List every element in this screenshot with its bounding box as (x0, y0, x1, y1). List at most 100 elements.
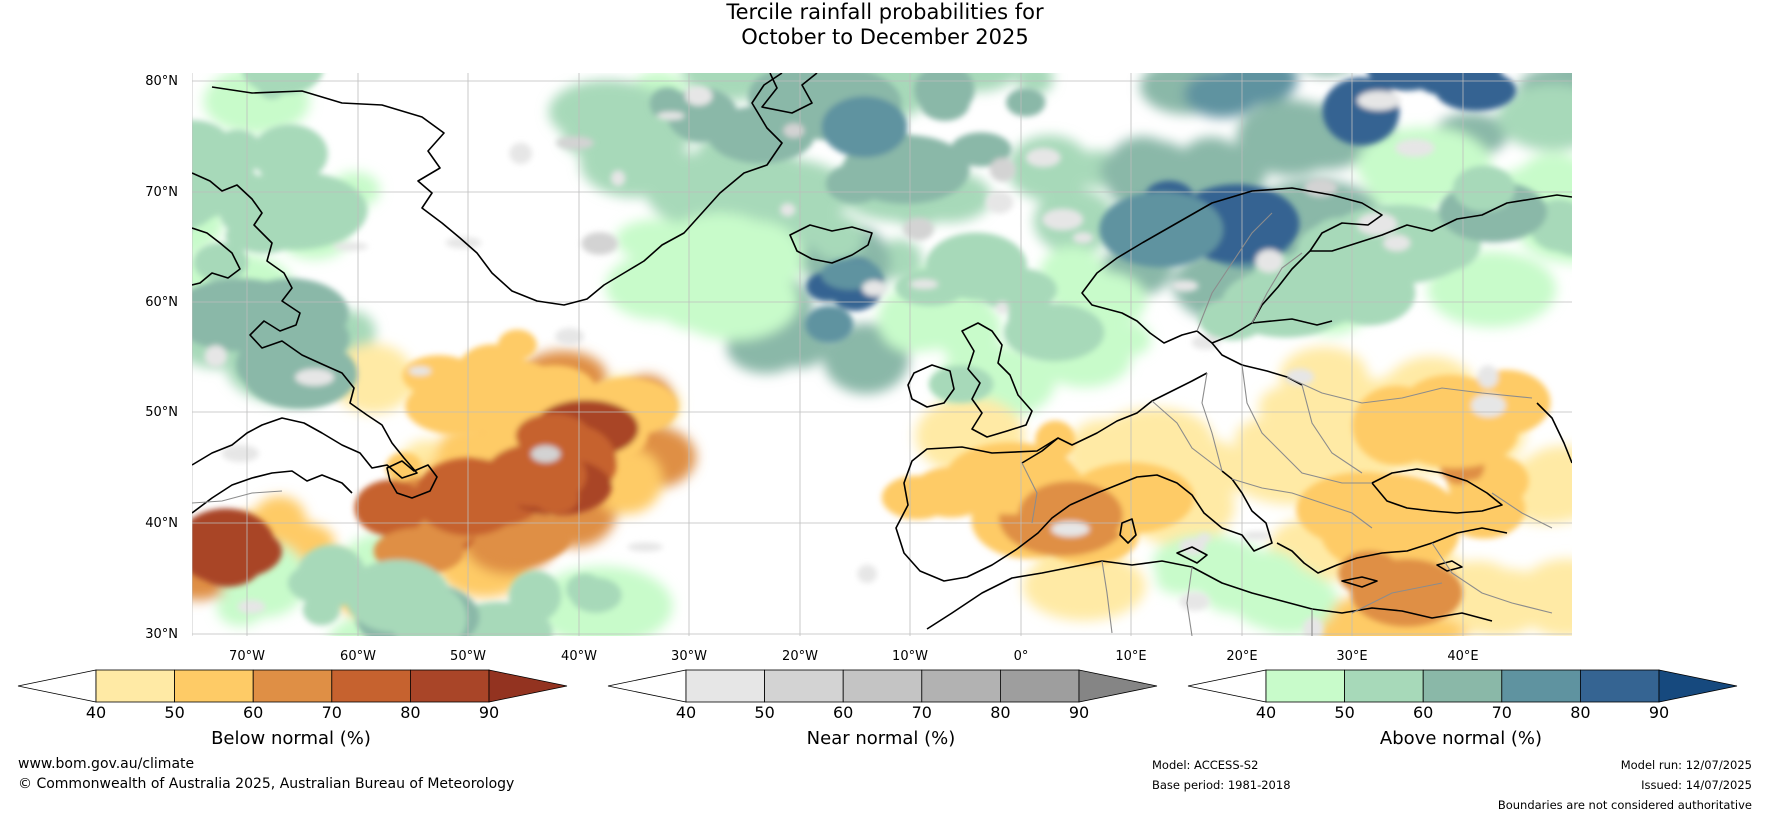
title-line-2: October to December 2025 (741, 25, 1029, 49)
lon-label: 30°E (1336, 649, 1368, 664)
shading-cell (218, 171, 368, 250)
shading-cell (950, 132, 1012, 167)
colorbar-tick-label: 50 (164, 703, 185, 722)
shading-cell (1355, 494, 1403, 535)
coast-finland-russia (1310, 194, 1572, 252)
coast-italy-sicily (1176, 546, 1208, 564)
colorbar-segment (842, 669, 923, 703)
near-normal-patch (295, 368, 335, 386)
near-normal-patch (610, 170, 626, 187)
colorbar-tick-label: 70 (911, 703, 932, 722)
graticule (192, 73, 1572, 636)
near-normal-patch (1395, 138, 1435, 157)
coast-greece-turkey (1276, 527, 1508, 574)
coast-nova-scotia (192, 470, 353, 514)
near-normal-patch (1302, 617, 1324, 636)
shading-cell (614, 219, 697, 261)
shading-cell (1267, 404, 1329, 452)
shading-cell (978, 268, 1057, 312)
shading-cell (805, 305, 854, 343)
colorbar-segment (921, 669, 1001, 703)
colorbar-tick-label: 90 (478, 703, 500, 722)
shading-cell (1310, 73, 1343, 76)
colorbar-tick-label: 80 (400, 703, 421, 722)
probability-shading-detail (192, 73, 1572, 636)
shading-cell (1018, 481, 1123, 549)
near-normal-patch (783, 123, 805, 138)
near-normal-patch (1191, 335, 1220, 350)
shading-cell (1006, 88, 1046, 117)
shading-cell (1228, 550, 1310, 629)
shading-cell (707, 105, 815, 164)
shading-cell (485, 443, 587, 507)
shading-cell (821, 258, 882, 290)
near-normal-patch (408, 366, 432, 376)
colorbar-extend-high (488, 669, 568, 703)
near-normal-patch (581, 232, 619, 255)
coast-mediterranean-north (1069, 470, 1273, 552)
shading-cell (1516, 559, 1572, 636)
lat-label: 30°N (145, 627, 178, 642)
lat-label: 40°N (145, 516, 178, 531)
coast-newfoundland (386, 460, 438, 499)
footer-copyright: © Commonwealth of Australia 2025, Austra… (18, 776, 515, 792)
footer-base-period: Base period: 1981-2018 (1152, 778, 1291, 792)
near-normal-patch (910, 279, 939, 289)
near-normal-patch (509, 142, 532, 165)
colorbar-extend-high (1078, 669, 1158, 703)
shading-cell (710, 158, 852, 229)
coast-black-sea (1371, 468, 1503, 514)
near-normal-patch (1242, 531, 1272, 540)
shading-cell (344, 559, 450, 633)
near-normal-patch (1383, 234, 1411, 252)
shading-cell (1155, 566, 1210, 595)
footer-model: Model: ACCESS-S2 (1152, 758, 1259, 772)
lon-label: 70°W (229, 649, 265, 664)
colorbar-title-above-normal: Above normal (%) (1379, 728, 1543, 749)
colorbar-below-normal (17, 668, 568, 704)
near-normal-patch (1041, 208, 1084, 231)
shading-cell (497, 329, 537, 361)
title-line-1: Tercile rainfall probabilities for (726, 0, 1044, 24)
shading-cell (649, 87, 686, 120)
colorbar-segment (1344, 669, 1424, 703)
colorbar-tick-label: 90 (1648, 703, 1670, 722)
colorbar-title-below-normal: Below normal (%) (211, 728, 371, 749)
colorbar-tick-label: 60 (1413, 703, 1434, 722)
near-normal-patch (1470, 393, 1506, 418)
map-title: Tercile rainfall probabilities for Octob… (0, 0, 1770, 50)
colorbar-tick-label: 90 (1068, 703, 1090, 722)
near-normal-patch (1171, 280, 1199, 292)
shading-cell (821, 96, 908, 158)
colorbar-segment (764, 669, 844, 703)
near-normal-patch (995, 301, 1009, 315)
coast-great-britain (961, 322, 1033, 438)
colorbar-extend-low (1187, 669, 1267, 703)
footer-website: www.bom.gov.au/climate (18, 756, 195, 772)
lon-label: 20°E (1226, 649, 1258, 664)
colorbar-segment (409, 669, 490, 703)
near-normal-patch (656, 111, 685, 120)
shading-cell (928, 365, 994, 403)
colorbar-tick-label: 80 (990, 703, 1011, 722)
colorbar-tick-label: 40 (85, 703, 107, 722)
near-normal-patch (445, 237, 482, 249)
colorbar-segment (1579, 669, 1660, 703)
lon-label: 10°W (892, 649, 928, 664)
near-normal-patch (1304, 178, 1338, 198)
colorbar-segment (1265, 669, 1345, 703)
shading-cell (302, 594, 341, 626)
shading-cell (232, 282, 295, 317)
colorbar-title-near-normal: Near normal (%) (806, 728, 956, 749)
near-normal-patch (862, 280, 887, 297)
coast-norway-sweden (1081, 187, 1383, 344)
coast-labrador (192, 172, 418, 479)
shading-cell (570, 577, 622, 613)
near-normal-patch (237, 599, 266, 614)
coast-hudson-strait (192, 227, 241, 286)
shading-cell (193, 242, 248, 282)
footer-issued: Issued: 14/07/2025 (1641, 778, 1752, 792)
lon-label: 30°W (671, 649, 707, 664)
shading-cell (236, 334, 323, 395)
lon-label: 40°E (1447, 649, 1479, 664)
